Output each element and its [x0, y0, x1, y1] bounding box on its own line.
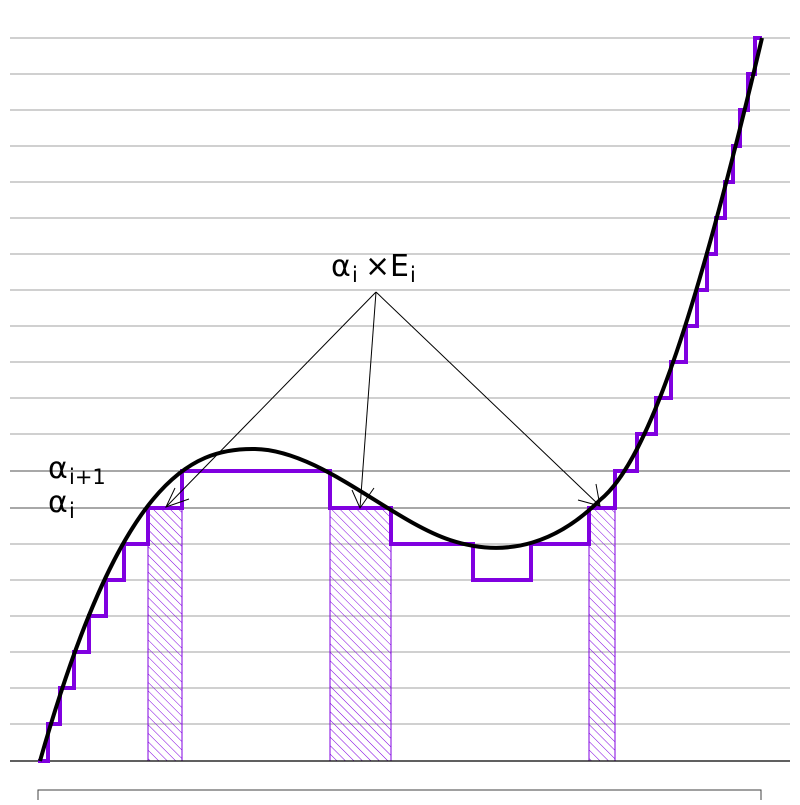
hatched-region-1	[147, 507, 183, 762]
caption-box	[37, 789, 762, 805]
arrowhead-1	[165, 487, 190, 508]
annotation-pointers	[165, 291, 601, 510]
pointer-line-1	[165, 291, 377, 508]
annotation-times: ×	[365, 249, 390, 284]
annotation-alpha: α	[331, 249, 351, 284]
arrowhead-3	[577, 483, 601, 507]
annotation-e: E	[390, 249, 409, 284]
hatched-regions	[147, 507, 616, 762]
alpha-symbol: α	[48, 451, 68, 486]
alpha-subscript: i+1	[69, 465, 106, 489]
signal-curve	[38, 37, 764, 762]
label-alpha-i-plus-1: α i+1	[48, 451, 106, 489]
annotation-e-subscript: i	[410, 263, 416, 287]
hatched-region-2	[329, 507, 392, 762]
pointer-line-2	[359, 291, 377, 509]
alpha-symbol: α	[48, 485, 68, 520]
label-alpha-i: α i	[48, 485, 75, 523]
level-lines	[10, 37, 790, 725]
arrowhead-2	[351, 487, 375, 510]
hatched-region-3	[588, 507, 616, 762]
annotation-alpha-times-e: α i × E i	[331, 249, 416, 287]
annotation-alpha-subscript: i	[352, 263, 358, 287]
alpha-subscript: i	[69, 499, 75, 523]
pointer-line-3	[375, 291, 601, 507]
